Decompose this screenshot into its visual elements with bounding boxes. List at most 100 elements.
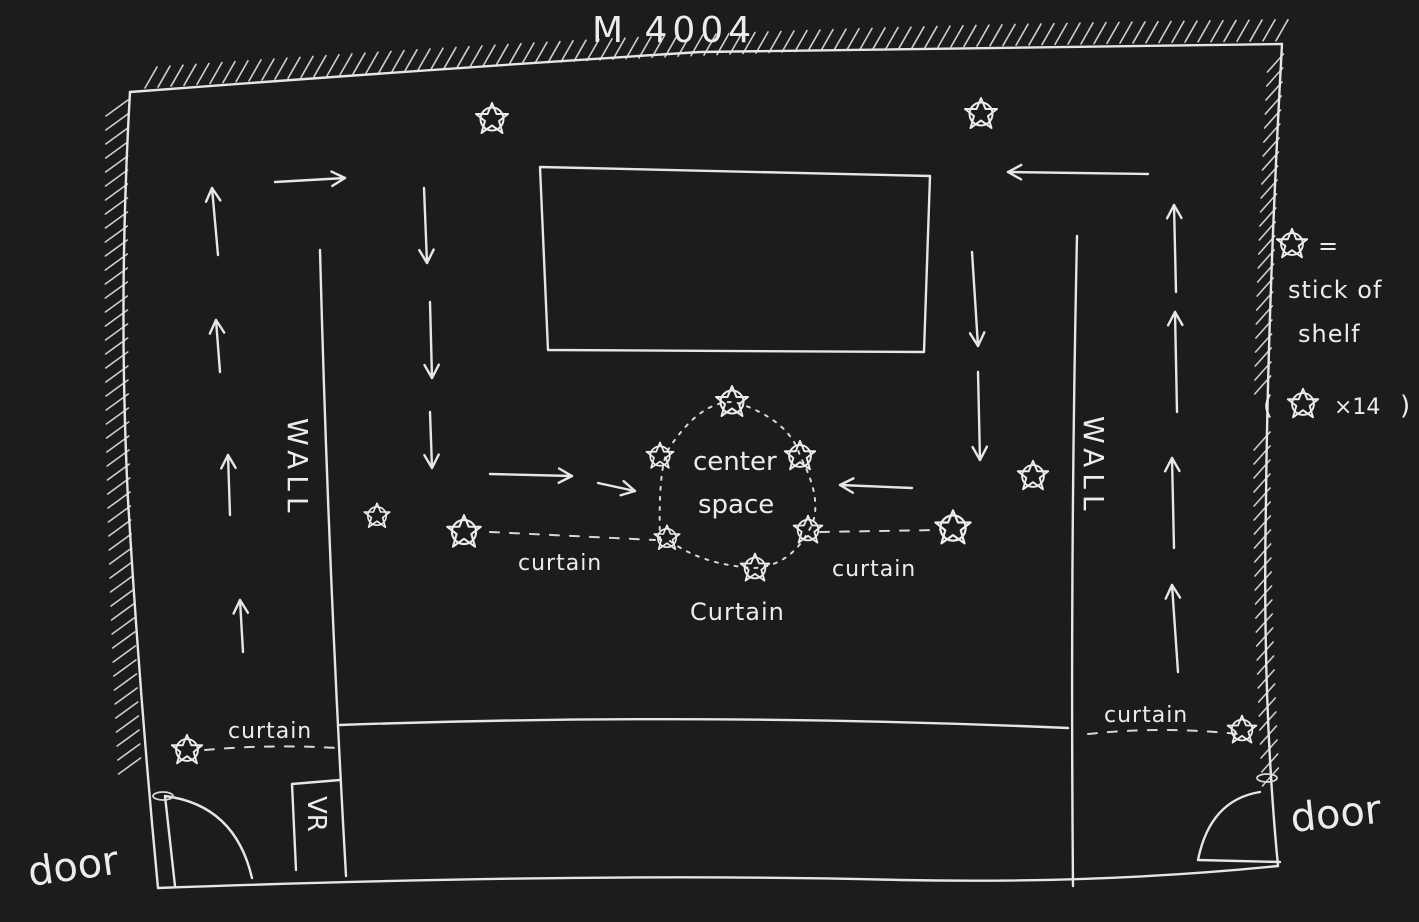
flow-arrow xyxy=(423,410,440,470)
hatch-mark xyxy=(586,38,600,62)
hatch-mark xyxy=(885,26,899,50)
left-wall-hatching xyxy=(104,99,142,775)
outer-wall-right xyxy=(1264,42,1284,868)
hatch-mark xyxy=(113,673,138,691)
flow-arrow xyxy=(204,186,222,257)
hatch-mark xyxy=(109,575,134,593)
legend-count-close: ) xyxy=(1400,391,1410,421)
hatch-mark xyxy=(391,49,405,73)
wall-label-left: WALL xyxy=(281,418,314,519)
legend-line1: stick of xyxy=(1288,276,1382,304)
hatch-mark xyxy=(1132,21,1146,44)
hatch-mark xyxy=(573,39,587,62)
hatch-mark xyxy=(107,505,132,523)
door-label-right: door xyxy=(1288,787,1384,842)
hatch-mark xyxy=(107,491,131,509)
hatch-mark xyxy=(781,30,795,53)
hatch-mark xyxy=(104,183,129,201)
hatch-mark xyxy=(872,27,886,50)
hatch-mark xyxy=(248,59,262,82)
flow-arrow xyxy=(273,170,347,188)
interior-wall-right xyxy=(1070,234,1079,888)
flow-arrow xyxy=(596,479,637,497)
hatch-mark xyxy=(1253,543,1272,563)
hatch-mark xyxy=(482,44,496,67)
center-space-curtain-ring xyxy=(658,400,817,570)
star-icon xyxy=(363,502,391,529)
hatch-mark xyxy=(1054,22,1068,46)
hatch-mark xyxy=(495,43,509,67)
hatch-mark xyxy=(430,47,444,71)
hatch-mark xyxy=(110,603,135,621)
hatch-mark xyxy=(114,687,138,705)
hatch-mark xyxy=(794,29,808,53)
hatch-mark xyxy=(339,53,353,76)
legend-count-text: ×14 xyxy=(1334,395,1380,420)
hatch-mark xyxy=(469,45,483,68)
outer-wall-bottom xyxy=(156,864,1280,890)
hatch-mark xyxy=(820,28,834,52)
hatch-mark xyxy=(183,63,197,87)
hatch-mark xyxy=(1262,19,1276,42)
flow-arrow xyxy=(232,598,250,654)
hatch-mark xyxy=(638,36,652,59)
hatch-mark xyxy=(911,26,925,49)
hatch-mark xyxy=(1028,23,1042,46)
star-icon xyxy=(653,524,681,551)
hatch-mark xyxy=(404,48,418,72)
room-title: M 4004 xyxy=(592,10,756,51)
curtain-entrance-right xyxy=(1087,729,1239,735)
flow-arrow xyxy=(418,186,435,265)
hatch-mark xyxy=(1236,19,1250,43)
hatch-mark xyxy=(1002,23,1016,47)
star-icon xyxy=(964,97,998,129)
hatch-mark xyxy=(534,41,548,65)
hatch-mark xyxy=(114,701,139,719)
flow-arrow xyxy=(968,250,986,348)
hatch-mark xyxy=(1254,557,1272,577)
hatch-mark xyxy=(222,60,236,84)
star-icon xyxy=(170,733,204,765)
central-table xyxy=(538,165,932,354)
hatch-mark xyxy=(625,36,639,60)
hatch-mark xyxy=(937,25,951,48)
outer-wall-top xyxy=(128,42,1284,94)
hatch-mark xyxy=(1171,20,1185,44)
flow-arrow xyxy=(838,477,914,494)
hatch-mark xyxy=(261,58,275,81)
hatch-mark xyxy=(963,24,977,48)
star-icon xyxy=(475,102,509,134)
hatch-mark xyxy=(209,61,223,85)
hatch-mark xyxy=(599,38,613,61)
curtain-label-entrance-right: curtain xyxy=(1104,703,1188,728)
door-hinge-right xyxy=(1256,773,1278,783)
hatch-mark xyxy=(365,51,379,75)
hatch-mark xyxy=(1253,487,1271,507)
interior-wall-left xyxy=(318,248,348,878)
curtain-label-entrance-left: curtain xyxy=(228,719,312,744)
hatch-mark xyxy=(924,25,938,49)
star-icon xyxy=(934,509,972,545)
curtain-label-right: curtain xyxy=(832,557,916,582)
legend-line2: shelf xyxy=(1298,320,1361,348)
flow-arrow xyxy=(1165,203,1183,294)
hatch-mark xyxy=(111,617,135,635)
flow-arrow xyxy=(1163,456,1181,550)
hatch-mark xyxy=(104,141,129,159)
legend-count-star-icon xyxy=(1286,387,1320,419)
curtain-right-center xyxy=(819,529,941,533)
hatch-mark xyxy=(1253,501,1271,521)
hatch-mark xyxy=(326,53,340,77)
hatch-mark xyxy=(742,31,756,55)
hatch-mark xyxy=(115,715,140,733)
legend-count-open: ( xyxy=(1263,391,1273,421)
hatch-mark xyxy=(1158,20,1172,44)
center-space-label-line1: center xyxy=(693,447,777,477)
curtain-label-center: Curtain xyxy=(690,598,785,626)
hatch-mark xyxy=(612,37,626,61)
hatch-mark xyxy=(104,155,129,173)
center-space-label-line2: space xyxy=(698,490,774,520)
visitor-flow-arrows xyxy=(204,163,1184,674)
hatch-mark xyxy=(1223,19,1237,43)
